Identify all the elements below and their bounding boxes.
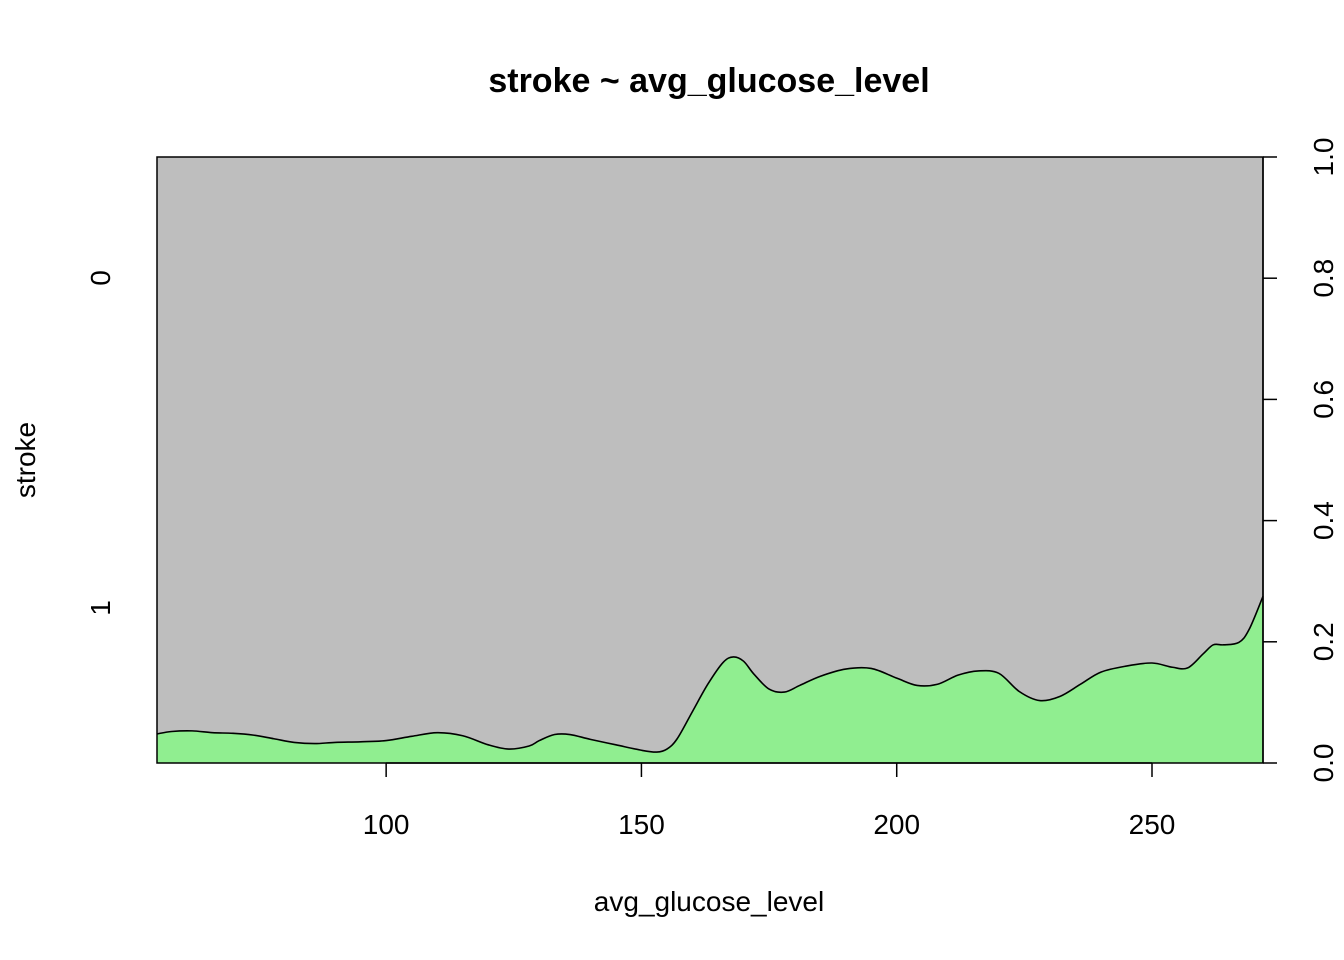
y-axis-left: 01 (85, 270, 116, 616)
y-axis-label: stroke (10, 422, 41, 498)
y-right-tick-label: 0.2 (1308, 622, 1339, 661)
plot-area (156, 156, 1264, 764)
y-axis-right: 0.0 0.2 0.4 0.6 0.8 1.0 (1262, 138, 1339, 783)
y-right-tick-label: 0.6 (1308, 380, 1339, 419)
y-right-tick-label: 0.4 (1308, 501, 1339, 540)
y-right-tick-label: 0.8 (1308, 259, 1339, 298)
x-tick-label: 200 (873, 809, 920, 840)
chart-title: stroke ~ avg_glucose_level (488, 62, 929, 100)
x-axis: 100 150 200 250 (363, 762, 1176, 840)
y-right-tick-label: 1.0 (1308, 138, 1339, 177)
stroke-1-area (157, 596, 1263, 763)
y-right-tick-label: 0.0 (1308, 744, 1339, 783)
stroke-1-boundary-line (156, 596, 1264, 753)
x-tick-label: 100 (363, 809, 410, 840)
y-category-label: 0 (85, 270, 116, 286)
x-tick-label: 250 (1129, 809, 1176, 840)
x-axis-label: avg_glucose_level (594, 886, 824, 917)
x-tick-label: 150 (618, 809, 665, 840)
y-category-label: 1 (85, 600, 116, 616)
stroke-0-region (157, 157, 1263, 763)
